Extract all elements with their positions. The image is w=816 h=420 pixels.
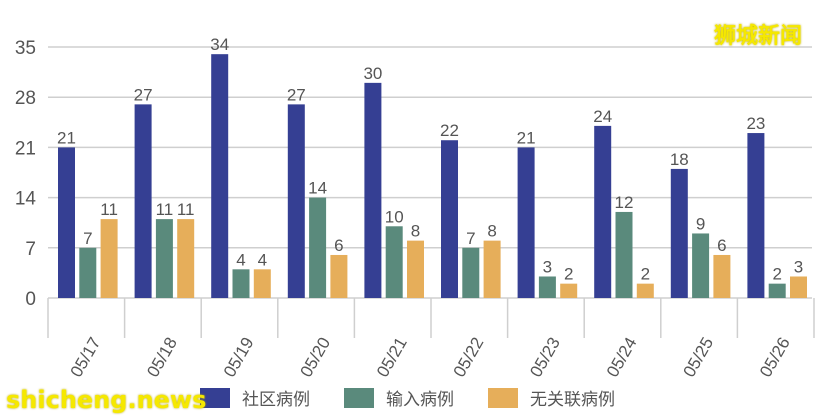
data-label: 2 [641,265,650,284]
legend: 社区病例 输入病例 无关联病例 [200,385,649,410]
data-label: 21 [517,128,536,147]
data-label: 12 [615,193,634,212]
watermark-bottom: shicheng.news [6,386,207,414]
x-tick-label: 05/20 [296,334,334,380]
legend-item-unlinked: 无关联病例 [488,385,615,410]
bar [713,254,731,298]
legend-swatch [344,387,374,408]
bar [58,147,75,298]
bar [134,104,152,298]
x-tick-label: 05/23 [526,334,564,380]
data-label: 30 [363,64,382,83]
y-tick-label: 14 [15,189,37,210]
bar [636,283,654,298]
legend-label: 输入病例 [386,390,454,410]
legend-label: 社区病例 [242,390,310,410]
bar [287,104,305,298]
data-label: 34 [210,35,229,54]
bar [211,54,229,298]
bar [747,133,765,298]
bar [330,254,348,298]
x-tick-label: 05/18 [143,334,181,380]
bar [407,240,424,298]
legend-swatch [200,387,230,408]
bar [538,276,556,298]
data-label: 2 [772,265,781,284]
data-label: 8 [487,222,496,241]
y-tick-label: 0 [25,289,36,310]
bar [462,247,480,298]
bar [79,247,97,298]
legend-item-community: 社区病例 [200,385,310,410]
bar [790,276,807,298]
bar [615,211,633,298]
x-tick-label: 05/25 [679,334,717,380]
bar [100,219,118,298]
bar [441,140,458,298]
data-label: 7 [83,229,92,248]
bar [768,283,786,298]
x-tick-label: 05/19 [220,334,258,380]
data-label: 24 [593,107,612,126]
data-label: 3 [794,257,803,276]
bar [692,233,710,298]
data-label: 6 [717,236,726,255]
bar [309,197,327,298]
data-label: 4 [236,250,245,269]
bar [560,283,578,298]
data-label: 9 [696,214,705,233]
data-label: 11 [177,200,195,219]
x-tick-label: 05/21 [373,334,411,380]
y-tick-label: 21 [15,138,36,159]
data-label: 7 [466,229,475,248]
bar [483,240,501,298]
data-label: 10 [385,207,404,226]
x-tick-label: 05/24 [603,334,641,380]
bar [232,269,250,298]
bar [594,125,612,298]
data-label: 6 [334,236,343,255]
data-label: 8 [411,222,420,241]
y-tick-label: 28 [15,88,36,109]
data-label: 18 [670,150,689,169]
data-label: 22 [440,121,459,140]
bar [177,219,195,298]
y-tick-label: 35 [15,38,36,59]
x-tick-label: 05/17 [67,334,105,380]
data-label: 4 [258,250,267,269]
data-label: 11 [100,200,118,219]
data-label: 3 [543,257,552,276]
data-label: 21 [57,128,76,147]
data-label: 11 [156,200,174,219]
legend-item-imported: 输入病例 [344,385,454,410]
bar [155,219,173,298]
data-label: 14 [308,179,327,198]
bar [364,82,382,298]
data-label: 2 [564,265,573,284]
x-tick-label: 05/26 [756,334,794,380]
bar [253,269,271,298]
data-label: 23 [746,114,765,133]
bar [670,168,688,298]
bar [385,226,403,298]
x-tick-label: 05/22 [450,334,488,380]
data-label: 27 [134,85,153,104]
watermark-top: 狮城新闻 [713,24,802,49]
data-label: 27 [287,85,306,104]
bar [517,147,535,298]
y-tick-label: 7 [25,239,36,260]
legend-label: 无关联病例 [530,390,615,410]
legend-swatch [488,387,518,408]
